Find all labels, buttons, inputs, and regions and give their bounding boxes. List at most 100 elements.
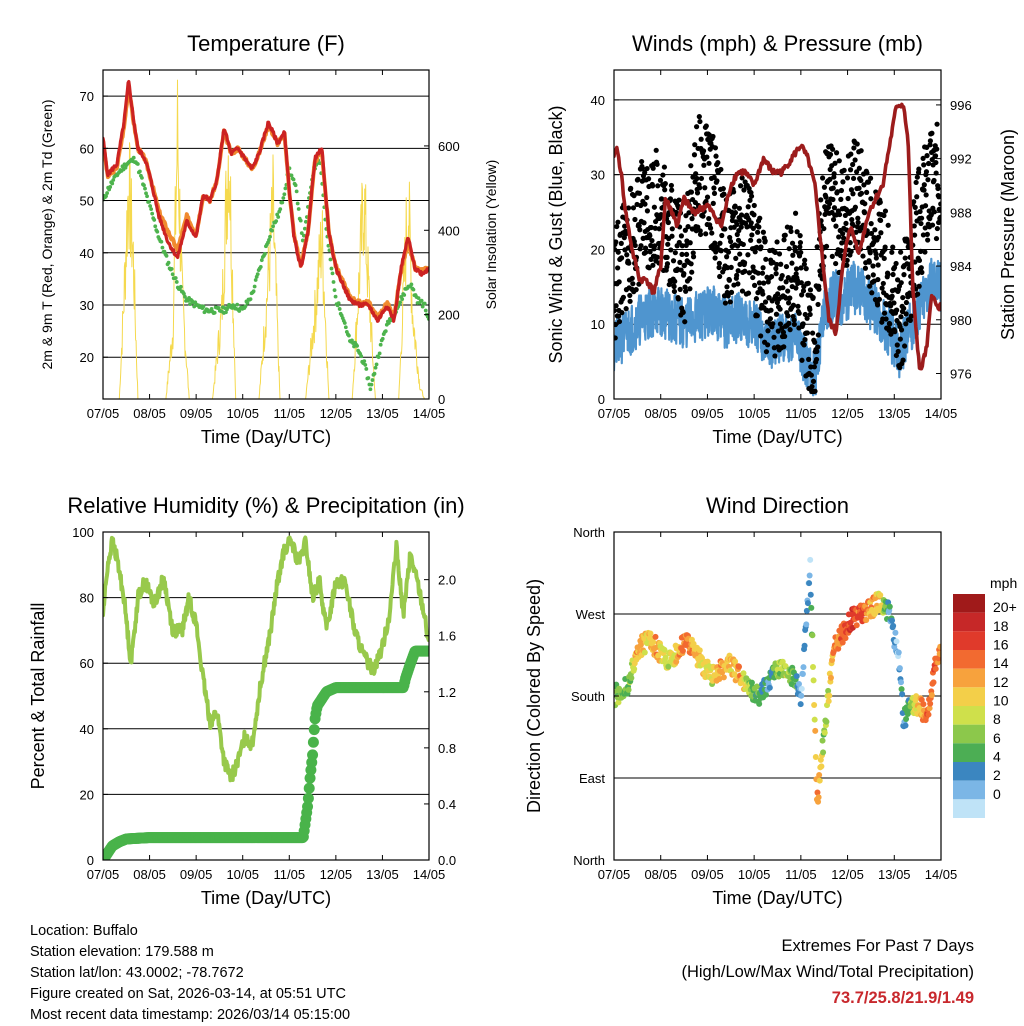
gust-point [768, 307, 774, 313]
gust-point [748, 220, 754, 226]
dewpoint-point [252, 284, 257, 289]
dewpoint-point [188, 302, 192, 307]
dewpoint-point [160, 245, 165, 250]
gust-point [671, 283, 677, 290]
gust-point [878, 230, 884, 236]
gust-point [649, 238, 655, 244]
dewpoint-point [182, 291, 186, 296]
gust-point [810, 378, 817, 384]
direction-point [815, 794, 822, 801]
dewpoint-point [108, 185, 113, 189]
dewpoint-point [422, 301, 427, 306]
gust-point [680, 309, 686, 316]
gust-point [830, 146, 836, 152]
gust-point [833, 223, 839, 229]
gust-point [758, 333, 764, 339]
dewpoint-point [174, 280, 179, 284]
dewpoint-point [376, 355, 381, 360]
gust-point [683, 251, 690, 258]
direction-point [928, 692, 935, 699]
gust-point [727, 238, 734, 245]
gust-point [933, 170, 939, 176]
gust-point [615, 249, 621, 255]
colorbar-label: 20+ [993, 599, 1017, 615]
dewpoint-point [248, 297, 253, 302]
gust-point [762, 238, 768, 244]
x-tick-label: 13/05 [366, 867, 399, 882]
wind-series [614, 257, 941, 397]
gust-point [911, 223, 917, 229]
gust-point [629, 275, 635, 281]
gust-point [716, 260, 722, 266]
gust-point [647, 249, 653, 255]
colorbar-swatch [953, 650, 985, 669]
gust-point [650, 165, 656, 171]
gust-point [646, 176, 652, 182]
gust-point [780, 329, 787, 335]
dewpoint-point [201, 304, 206, 309]
direction-point [740, 670, 747, 677]
direction-point [753, 683, 760, 690]
gust-point [682, 227, 688, 233]
colorbar-swatch [953, 687, 985, 706]
direction-point [655, 652, 662, 659]
gust-point [901, 272, 907, 278]
dewpoint-point [235, 302, 240, 307]
gust-point [844, 262, 850, 268]
gust-point [728, 289, 735, 295]
gust-point [725, 293, 731, 299]
precip-point [422, 645, 429, 657]
gust-point [739, 288, 746, 294]
gust-point [845, 195, 851, 202]
gust-point [734, 221, 740, 228]
gust-point [649, 183, 656, 189]
precip-point [302, 801, 314, 813]
direction-point [800, 664, 807, 671]
gust-point [745, 290, 752, 296]
dewpoint-point [377, 351, 382, 356]
gust-point [793, 266, 800, 272]
temp-2m-series [103, 79, 429, 323]
gust-point [614, 303, 619, 309]
direction-point [756, 700, 763, 707]
direction-point [815, 798, 822, 805]
gust-point [823, 194, 829, 200]
gust-point [888, 331, 894, 337]
dewpoint-point [173, 276, 178, 280]
direction-point [803, 607, 810, 614]
gust-point [616, 279, 622, 285]
dewpoint-point [131, 155, 136, 160]
gust-point [864, 170, 870, 176]
dewpoint-point [268, 234, 272, 239]
gust-point [738, 212, 745, 218]
gust-point [659, 196, 665, 202]
gust-point [869, 290, 875, 296]
gust-point [644, 165, 650, 172]
gust-point [827, 151, 834, 158]
gust-point [682, 284, 688, 290]
solar-series [103, 79, 429, 399]
gust-point [815, 344, 821, 350]
direction-point [853, 622, 860, 629]
dewpoint-point [411, 287, 416, 292]
gust-point [934, 146, 940, 152]
gust-point [787, 295, 793, 301]
gust-point [670, 258, 677, 264]
gust-point [765, 328, 771, 334]
direction-point [821, 729, 828, 736]
gust-point [713, 153, 719, 159]
dewpoint-point [380, 336, 385, 341]
x-axis-label: Time (Day/UTC) [712, 888, 842, 908]
dewpoint-point [343, 325, 348, 330]
y2-tick-label: 988 [950, 205, 972, 220]
dewpoint-point [289, 173, 294, 178]
x-tick-label: 13/05 [878, 867, 911, 882]
gust-point [921, 162, 927, 168]
gust-point [833, 150, 840, 156]
gust-point [695, 224, 701, 230]
gust-point [731, 189, 737, 195]
gust-point [732, 210, 739, 216]
dewpoint-point [419, 298, 424, 303]
gust-point [865, 274, 871, 280]
gust-point [682, 319, 688, 325]
